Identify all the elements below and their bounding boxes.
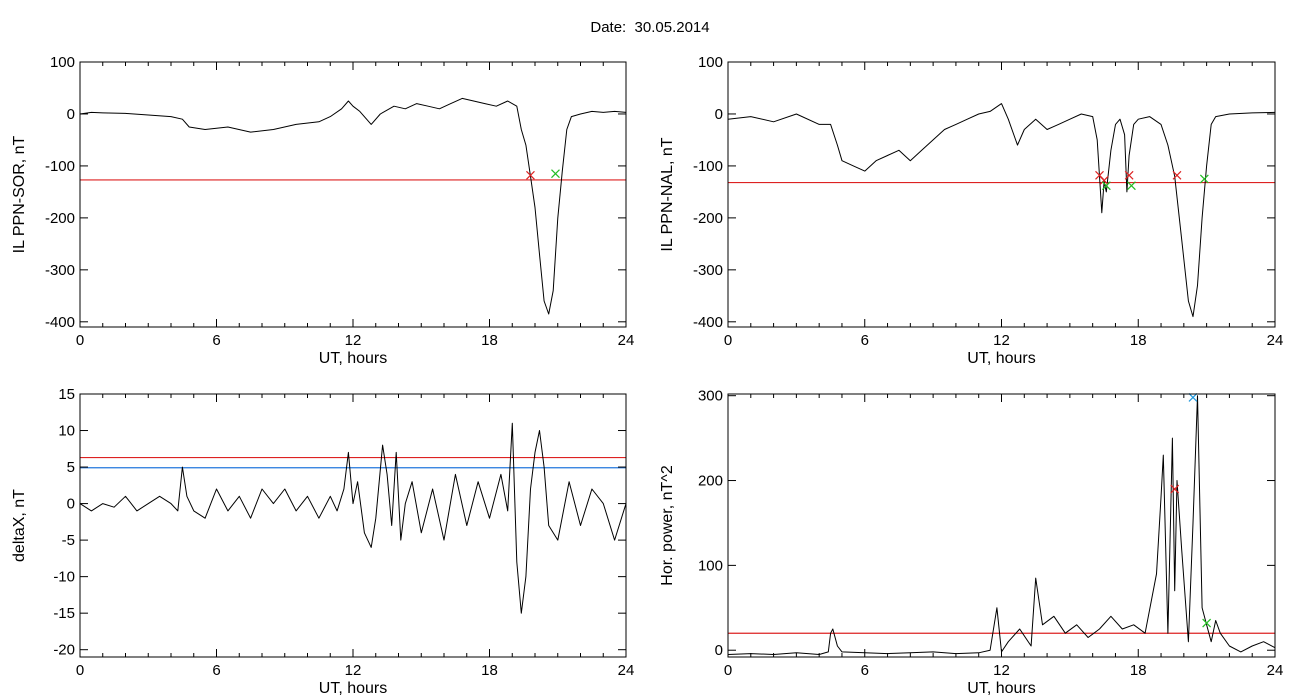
x-axis-label: UT, hours bbox=[319, 680, 387, 697]
x-tick-label: 12 bbox=[345, 662, 362, 679]
y-tick-label: -200 bbox=[45, 210, 75, 227]
y-tick-label: -20 bbox=[53, 642, 75, 659]
y-tick-label: 10 bbox=[58, 423, 75, 440]
y-axis-label: IL PPN-NAL, nT bbox=[659, 137, 676, 251]
y-tick-label: 200 bbox=[698, 473, 723, 490]
marker-red-x bbox=[1172, 170, 1182, 180]
panel-4: 0 6 12 18 24 0 100 200 300 UT, hours Hor. power, n… bbox=[659, 388, 1283, 697]
data-trace bbox=[727, 103, 1276, 318]
y-tick-label: 100 bbox=[50, 54, 75, 71]
x-tick-label: 18 bbox=[1130, 662, 1147, 679]
x-tick-label: 0 bbox=[724, 662, 732, 679]
x-tick-label: 0 bbox=[76, 662, 84, 679]
plot-frame bbox=[79, 61, 627, 328]
y-tick-label: -200 bbox=[693, 210, 723, 227]
marker-green-x bbox=[1202, 618, 1212, 628]
x-tick-label: 12 bbox=[993, 662, 1010, 679]
y-axis-label: deltaX, nT bbox=[11, 489, 28, 562]
marker-red-x bbox=[1099, 176, 1109, 185]
marker-red-x bbox=[526, 170, 535, 180]
data-trace bbox=[79, 97, 627, 315]
x-tick-label: 24 bbox=[1267, 662, 1284, 679]
y-tick-label: 300 bbox=[698, 388, 723, 405]
y-tick-label: -400 bbox=[693, 314, 723, 331]
marker-green-x bbox=[1199, 174, 1209, 184]
x-tick-label: 24 bbox=[1267, 332, 1284, 349]
x-tick-label: 6 bbox=[861, 332, 869, 349]
plot-frame bbox=[727, 61, 1276, 328]
y-tick-label: 0 bbox=[67, 496, 75, 513]
x-tick-label: 6 bbox=[861, 662, 869, 679]
y-tick-label: 15 bbox=[58, 386, 75, 403]
y-axis-label: Hor. power, nT^2 bbox=[659, 465, 676, 586]
x-tick-label: 0 bbox=[724, 332, 732, 349]
marker-green-x bbox=[1126, 181, 1136, 191]
y-tick-label: -10 bbox=[53, 569, 75, 586]
x-axis-label: UT, hours bbox=[967, 350, 1035, 367]
y-tick-label: -300 bbox=[693, 262, 723, 279]
x-tick-label: 24 bbox=[618, 662, 635, 679]
y-tick-label: -300 bbox=[45, 262, 75, 279]
panel-1: 0 6 12 18 24 -400 -300 -200 -100 0 100 UT, hours IL … bbox=[11, 54, 634, 367]
y-tick-label: -5 bbox=[62, 532, 75, 549]
y-tick-label: -100 bbox=[45, 158, 75, 175]
marker-green-x bbox=[551, 169, 560, 179]
panel-2: 0 6 12 18 24 -400 -300 -200 -100 0 100 UT, hours IL … bbox=[659, 54, 1283, 367]
marker-red-x bbox=[1124, 170, 1134, 180]
x-axis-label: UT, hours bbox=[967, 680, 1035, 697]
x-tick-label: 0 bbox=[76, 332, 84, 349]
y-tick-label: 0 bbox=[67, 106, 75, 123]
marker-green-x bbox=[1101, 181, 1111, 191]
y-tick-label: -100 bbox=[693, 158, 723, 175]
y-tick-label: 100 bbox=[698, 54, 723, 71]
y-tick-label: 5 bbox=[67, 459, 75, 476]
y-tick-label: 0 bbox=[715, 106, 723, 123]
x-axis-label: UT, hours bbox=[319, 350, 387, 367]
data-trace bbox=[79, 422, 627, 614]
y-tick-label: -15 bbox=[53, 605, 75, 622]
plot-frame bbox=[79, 393, 627, 658]
y-axis-label: IL PPN-SOR, nT bbox=[11, 135, 28, 253]
x-tick-label: 18 bbox=[1130, 332, 1147, 349]
panel-3: 0 6 12 18 24 -20 -15 -10 -5 0 5 10 15 UT, hours deltaX… bbox=[11, 386, 634, 697]
x-tick-label: 6 bbox=[212, 332, 220, 349]
x-tick-label: 12 bbox=[345, 332, 362, 349]
x-tick-label: 24 bbox=[618, 332, 635, 349]
y-tick-label: 0 bbox=[715, 642, 723, 659]
marker-red-x bbox=[1170, 484, 1180, 494]
marker-blue-x bbox=[1188, 392, 1198, 402]
x-tick-label: 12 bbox=[993, 332, 1010, 349]
figure-title: Date: 30.05.2014 bbox=[590, 19, 710, 36]
x-tick-label: 6 bbox=[212, 662, 220, 679]
y-tick-label: 100 bbox=[698, 557, 723, 574]
x-tick-label: 18 bbox=[481, 332, 498, 349]
x-tick-label: 18 bbox=[481, 662, 498, 679]
y-tick-label: -400 bbox=[45, 314, 75, 331]
data-trace bbox=[727, 395, 1276, 655]
